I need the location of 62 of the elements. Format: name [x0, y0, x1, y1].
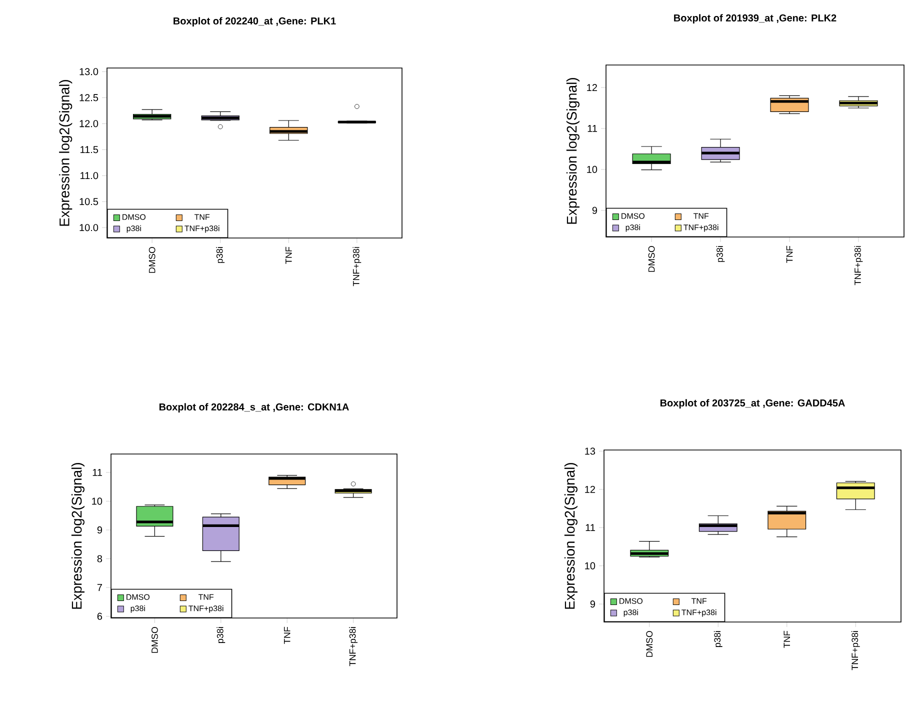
y-tick-label: 10: [587, 166, 598, 173]
chart-title: Boxplot of 202240_at ,Gene: PLK1: [174, 17, 336, 26]
x-tick-label: TNF: [286, 246, 292, 264]
legend-label: TNF+p38i: [684, 224, 718, 232]
x-tick-label: TNF: [786, 246, 793, 263]
y-axis-title: Expression log2(Signal): [566, 78, 580, 224]
y-tick-label: 11: [586, 524, 595, 532]
legend-label: TNF+p38i: [184, 225, 220, 233]
x-tick-label: TNF+p38i: [352, 247, 362, 286]
y-tick-label: 10.5: [80, 198, 98, 206]
legend-label: DMSO: [122, 214, 146, 220]
x-tick-label: DMSO: [148, 246, 156, 273]
x-tick-label: p38i: [714, 631, 722, 647]
legend-label: TNF+p38i: [682, 609, 716, 617]
legend-label: TNF: [691, 598, 707, 604]
y-tick-label: 12.5: [80, 94, 98, 102]
y-tick-label: 11: [92, 468, 102, 476]
x-tick-label: TNF: [784, 630, 790, 648]
x-tick-label: TNF+p38i: [851, 631, 860, 670]
y-tick-label: 6: [97, 612, 102, 620]
y-tick-label: 13.0: [80, 68, 98, 76]
y-tick-label: 7: [97, 584, 102, 591]
chart-title: Boxplot of 202284_s_at ,Gene: CDKN1A: [159, 403, 349, 412]
y-tick-label: 12.0: [80, 120, 98, 128]
y-tick-label: 8: [97, 555, 102, 562]
legend-label: TNF: [198, 594, 214, 600]
y-tick-label: 11: [588, 125, 597, 132]
y-tick-label: 12: [585, 486, 595, 493]
y-axis-title: Expression log2(Signal): [71, 462, 84, 609]
x-tick-label: p38i: [216, 247, 225, 263]
legend-label: TNF: [693, 213, 709, 219]
y-tick-label: 9: [590, 600, 596, 608]
chart-title: Boxplot of 203725_at ,Gene: GADD45A: [660, 399, 845, 408]
legend-label: TNF+p38i: [188, 605, 224, 613]
x-tick-label: TNF+p38i: [854, 246, 863, 286]
y-tick-label: 10: [585, 562, 596, 570]
x-tick-label: p38i: [716, 246, 725, 262]
y-tick-label: 10.0: [80, 224, 98, 232]
legend-label: DMSO: [622, 213, 645, 219]
legend-label: p38i: [624, 609, 638, 617]
x-tick-label: DMSO: [646, 630, 653, 657]
legend-label: p38i: [126, 225, 141, 233]
chart-title: Boxplot of 201939_at ,Gene: PLK2: [674, 14, 836, 24]
y-tick-label: 12: [587, 84, 597, 92]
legend-label: p38i: [626, 224, 640, 232]
y-axis-title: Expression log2(Signal): [59, 80, 72, 226]
y-tick-label: 10: [92, 498, 102, 505]
legend-label: TNF: [194, 214, 210, 220]
x-tick-label: p38i: [216, 627, 226, 643]
y-tick-label: 9: [592, 206, 598, 214]
x-tick-label: DMSO: [648, 246, 655, 272]
legend-label: DMSO: [620, 598, 643, 604]
y-tick-label: 11.5: [80, 146, 98, 154]
x-tick-label: TNF+p38i: [349, 627, 358, 666]
y-tick-label: 11.0: [80, 172, 98, 180]
x-tick-label: TNF: [284, 626, 290, 644]
x-tick-label: DMSO: [152, 626, 158, 653]
legend-label: p38i: [130, 605, 145, 613]
legend-label: DMSO: [126, 594, 150, 600]
y-tick-label: 9: [97, 526, 102, 534]
y-axis-title: Expression log2(Signal): [564, 462, 578, 609]
y-tick-label: 13: [585, 448, 596, 455]
